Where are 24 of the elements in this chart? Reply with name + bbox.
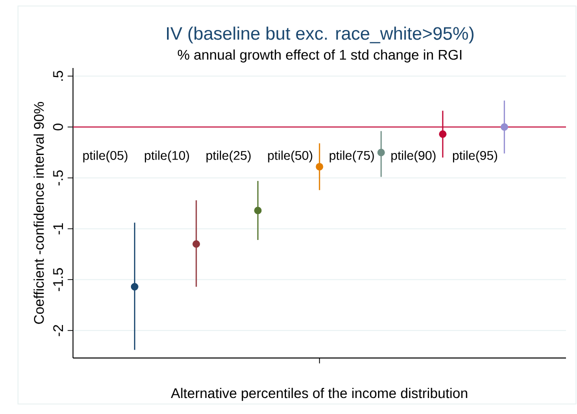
y-tick-label: -2 (53, 325, 63, 336)
chart-subtitle: % annual growth effect of 1 std change in RGI (178, 49, 462, 63)
annotation: ptile(75) (330, 150, 374, 162)
annotation: ptile(25) (206, 150, 251, 162)
annotation: ptile(05) (83, 150, 128, 162)
point (192, 240, 200, 248)
annotation: ptile(50) (268, 150, 312, 162)
point (254, 206, 262, 214)
y-tick-label: -1 (53, 223, 63, 234)
point (130, 283, 138, 291)
point (500, 123, 508, 131)
y-tick-label: -1.5 (53, 268, 63, 292)
y-tick-label: 0 (53, 124, 63, 130)
y-axis-title: Coefficient -confidence interval 90% (34, 102, 44, 324)
annotation: ptile(95) (452, 150, 498, 162)
annotation: ptile(90) (391, 150, 436, 162)
point (439, 130, 446, 138)
y-tick-label: .5 (53, 70, 63, 81)
x-axis-title: Alternative percentiles of the income distribution (170, 388, 468, 401)
y-tick-label: -.5 (53, 170, 63, 186)
chart-title: IV (baseline but exc. race_white>95%) (166, 26, 474, 44)
point (377, 148, 385, 156)
point (316, 162, 324, 170)
annotation: ptile(10) (144, 150, 189, 162)
